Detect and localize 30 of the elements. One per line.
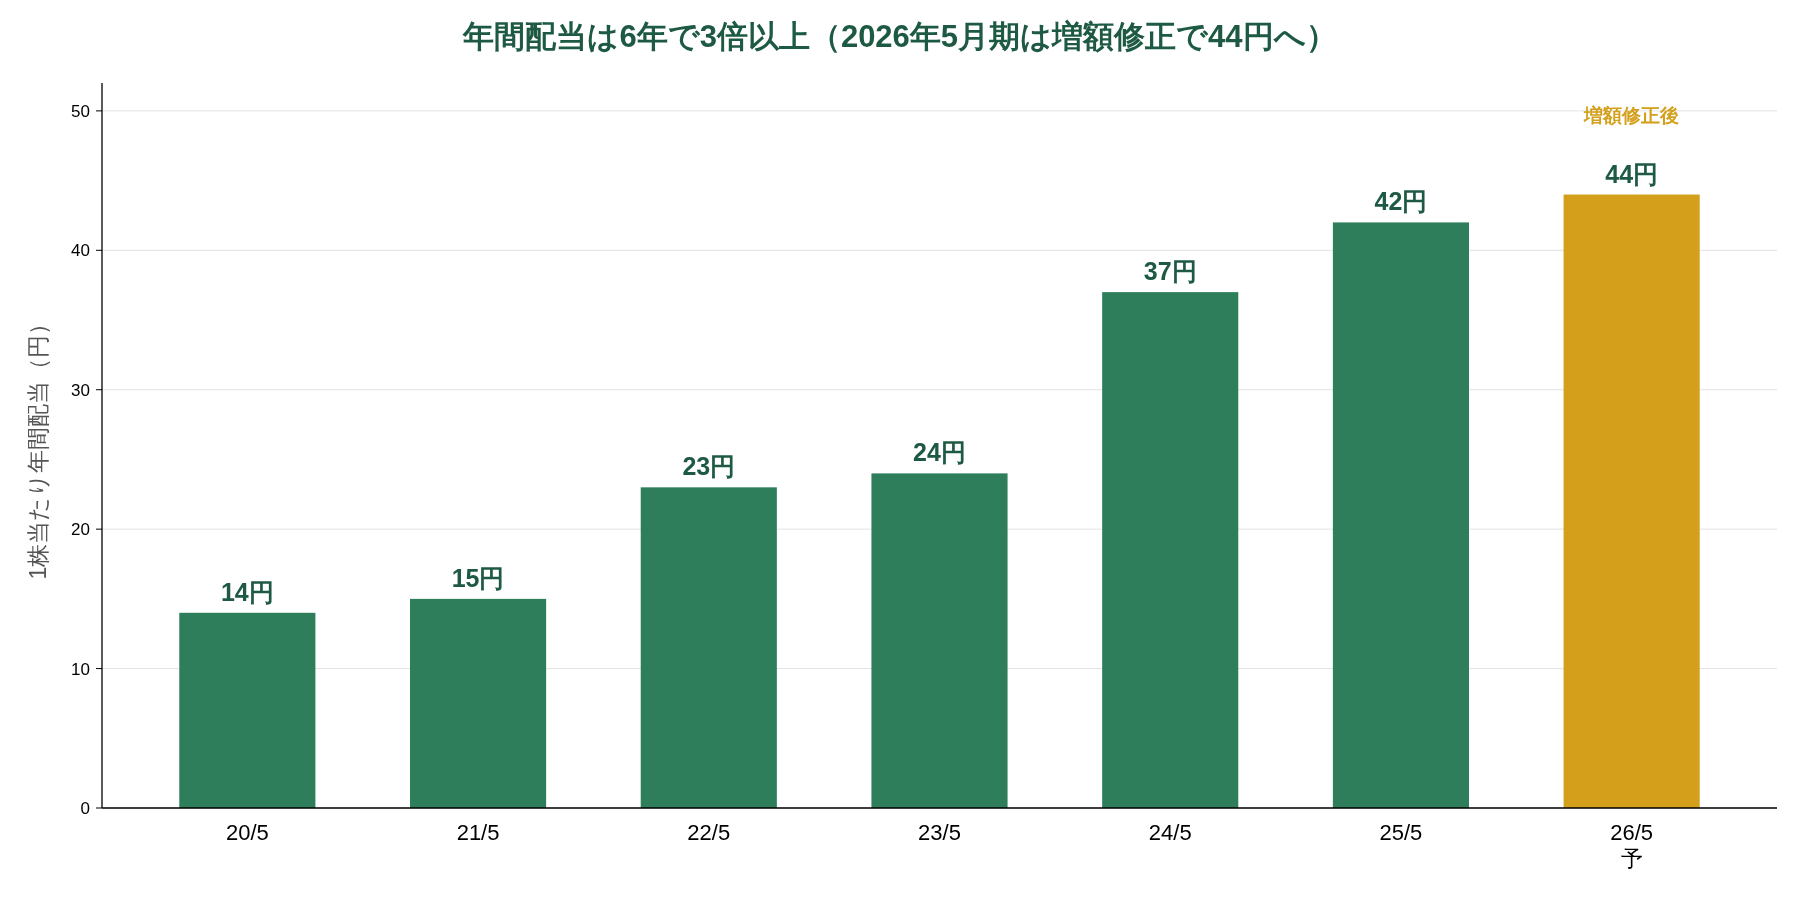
bar: [1332, 222, 1469, 808]
y-tick-label: 10: [71, 659, 90, 679]
data-label: 42円: [1374, 187, 1428, 216]
chart-title: 年間配当は6年で3倍以上（2026年5月期は増額修正で44円へ）: [462, 19, 1337, 54]
x-tick-label: 21/5: [456, 820, 500, 845]
x-tick-label: 25/5: [1379, 820, 1423, 845]
x-tick-label: 22/5: [687, 820, 731, 845]
y-tick-label: 30: [71, 380, 90, 400]
y-tick-label: 0: [80, 799, 90, 818]
bar: [179, 612, 316, 808]
bar: [871, 473, 1008, 808]
bar: [410, 598, 547, 808]
data-label: 23円: [682, 452, 736, 481]
x-tick-label: 24/5: [1148, 820, 1192, 845]
y-tick-label: 40: [71, 241, 90, 261]
y-tick-label: 50: [71, 101, 90, 121]
data-label: 15円: [451, 563, 505, 592]
data-label: 14円: [220, 577, 274, 606]
x-tick-label: 20/5: [225, 820, 269, 845]
y-tick-label: 20: [71, 520, 90, 540]
data-label: 37円: [1143, 257, 1197, 286]
bar: [1563, 194, 1700, 808]
x-tick-label: 26/5 予: [1610, 820, 1654, 871]
data-label: 44円: [1605, 159, 1659, 188]
data-label: 24円: [913, 438, 966, 467]
y-axis-title: 1株当たり年間配当（円）: [25, 311, 51, 580]
x-tick-label: 23/5: [918, 820, 961, 845]
bar: [1102, 292, 1239, 808]
bar: [640, 487, 777, 808]
annotation: 増額修正後: [1583, 105, 1680, 126]
